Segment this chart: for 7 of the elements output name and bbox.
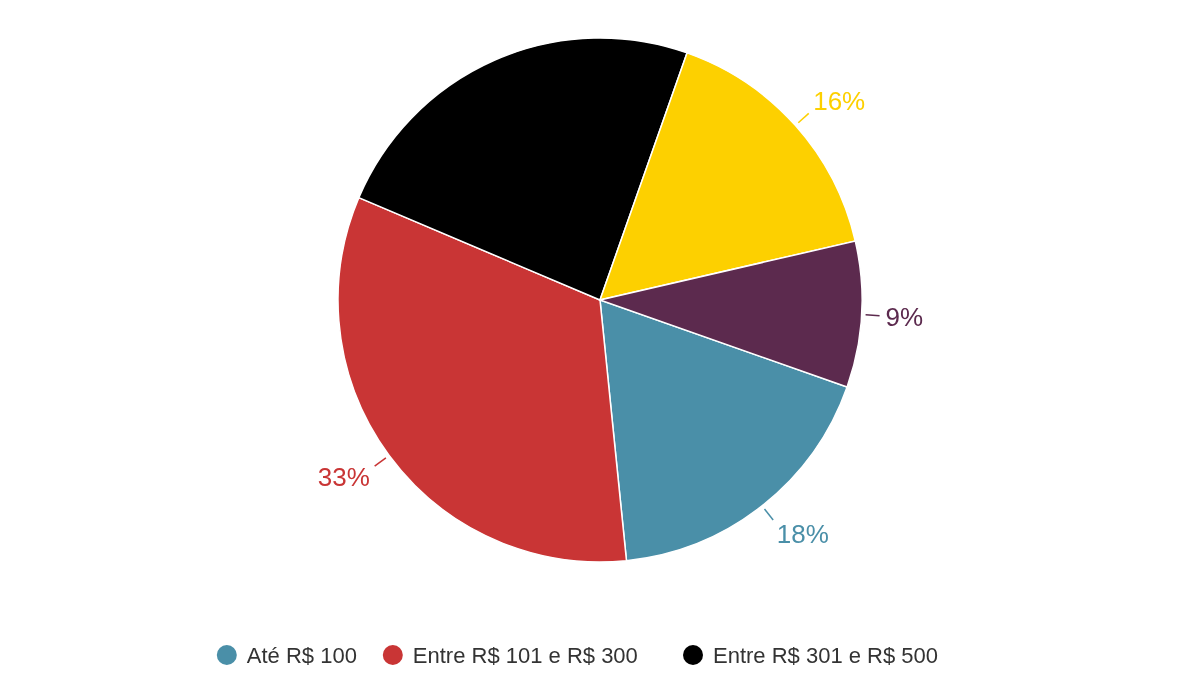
legend-label: Até R$ 100	[246, 642, 357, 668]
data-label: 18%	[776, 519, 829, 550]
data-label: 16%	[813, 86, 866, 117]
legend-label: Entre R$ 101 e R$ 300	[412, 642, 638, 668]
legend-label: Entre R$ 301 e R$ 500	[713, 642, 939, 668]
data-label: 33%	[317, 461, 370, 492]
data-label: 9%	[885, 301, 924, 332]
